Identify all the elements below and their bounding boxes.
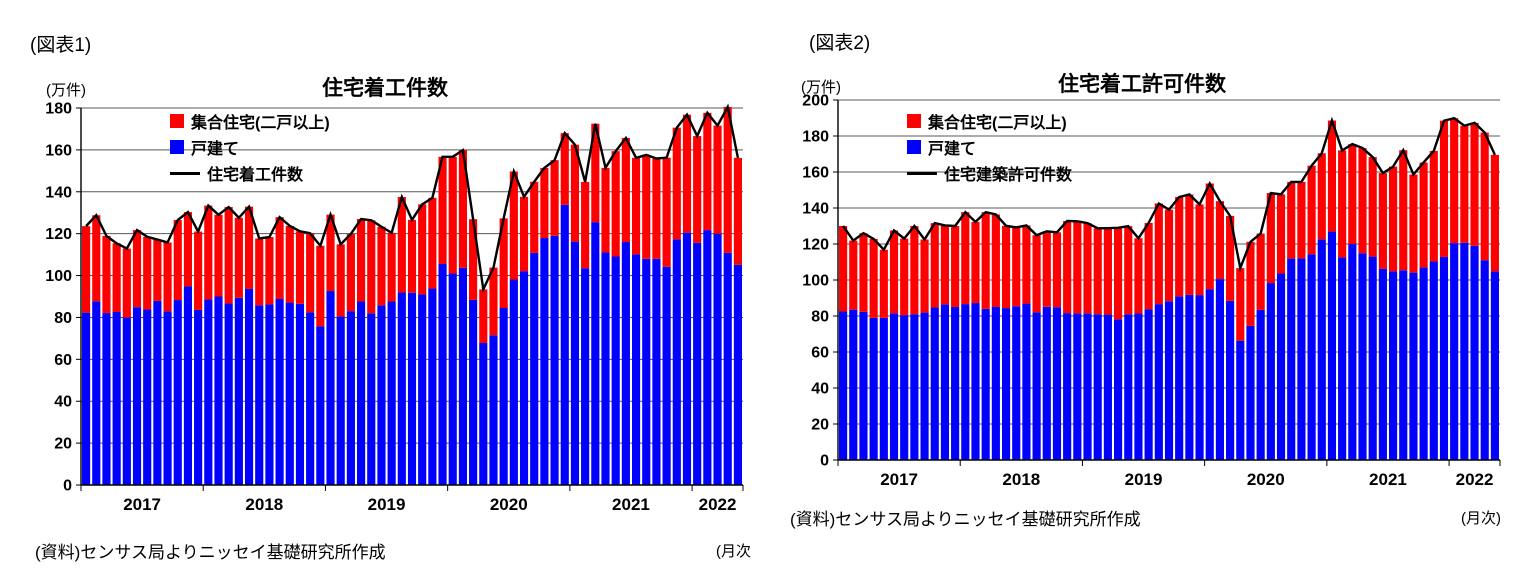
axes: [80, 108, 743, 486]
legend: 集合住宅(二戸以上) 戸建て 住宅建築許可件数: [907, 108, 1072, 186]
total-line-swatch-icon: [170, 171, 200, 175]
bars-single-family: [839, 231, 1499, 460]
svg-text:80: 80: [811, 309, 829, 326]
svg-text:2021: 2021: [612, 495, 650, 514]
legend-item-total-line: 住宅建築許可件数: [907, 160, 1072, 186]
svg-text:2021: 2021: [1369, 470, 1407, 489]
svg-text:2018: 2018: [245, 495, 283, 514]
svg-text:2017: 2017: [123, 495, 161, 514]
legend-label-multi-family: 集合住宅(二戸以上): [928, 115, 1067, 132]
figure-label-2: (図表2): [809, 33, 871, 54]
legend-label-total-line: 住宅着工件数: [207, 167, 304, 184]
legend-label-single-family: 戸建て: [928, 141, 977, 158]
svg-text:2022: 2022: [699, 495, 737, 514]
legend: 集合住宅(二戸以上) 戸建て 住宅着工件数: [170, 108, 330, 186]
svg-text:2019: 2019: [1125, 470, 1163, 489]
svg-text:140: 140: [45, 184, 72, 201]
multi-family-swatch-icon: [907, 114, 921, 128]
figure-label-1: (図表1): [30, 35, 92, 56]
bars-multi-family: [839, 118, 1499, 341]
svg-text:2020: 2020: [490, 495, 528, 514]
y-axis-unit-label: (万件): [801, 79, 841, 96]
svg-text:180: 180: [802, 129, 829, 146]
svg-text:100: 100: [45, 268, 72, 285]
legend-item-multi-family: 集合住宅(二戸以上): [907, 108, 1072, 134]
svg-text:200: 200: [802, 93, 829, 110]
legend-item-total-line: 住宅着工件数: [170, 160, 330, 186]
bars-multi-family: [82, 106, 742, 343]
bars-single-family: [82, 204, 742, 485]
total-line: [842, 116, 1497, 273]
svg-text:120: 120: [802, 237, 829, 254]
frequency-label: (月次): [1461, 510, 1501, 527]
housing-starts-chart: 0 20 40 60 80 100 120 140 160 180 2017 2018 2019 2020…: [45, 101, 744, 514]
legend-label-single-family: 戸建て: [191, 141, 240, 158]
source-note: (資料)センサス局よりニッセイ基礎研究所作成: [790, 510, 1141, 529]
panel-housing-starts: (図表1) 住宅着工件数 (万件) 0 20 40 60 80 100 120 140 160 1…: [0, 0, 757, 582]
source-note: (資料)センサス局よりニッセイ基礎研究所作成: [35, 543, 386, 562]
svg-text:60: 60: [54, 352, 72, 369]
svg-text:2022: 2022: [1456, 470, 1494, 489]
legend-item-single-family: 戸建て: [907, 134, 1072, 160]
single-family-swatch-icon: [170, 140, 184, 154]
single-family-swatch-icon: [907, 140, 921, 154]
svg-text:80: 80: [54, 310, 72, 327]
svg-text:160: 160: [45, 142, 72, 159]
svg-text:2019: 2019: [368, 495, 406, 514]
svg-text:180: 180: [45, 101, 72, 118]
svg-text:40: 40: [811, 381, 829, 398]
frequency-label: (月次: [716, 543, 751, 560]
y-axis-ticks: 0 20 40 60 80 100 120 140 160 180: [45, 101, 81, 495]
svg-text:2020: 2020: [1247, 470, 1285, 489]
svg-text:140: 140: [802, 201, 829, 218]
housing-starts-title: 住宅着工件数: [322, 77, 448, 100]
y-axis-unit-label: (万件): [46, 82, 86, 99]
legend-label-total-line: 住宅建築許可件数: [944, 167, 1073, 184]
x-axis-ticks: 2017 2018 2019 2020 2021 2022: [837, 460, 1501, 489]
svg-text:0: 0: [820, 453, 829, 470]
svg-text:0: 0: [63, 478, 72, 495]
svg-text:2018: 2018: [1002, 470, 1040, 489]
svg-text:100: 100: [802, 273, 829, 290]
panel-housing-permits: (図表2) 住宅着工許可件数 (万件) 0 20 40 60 80 100 120 140 16…: [757, 0, 1515, 582]
svg-text:20: 20: [54, 436, 72, 453]
y-axis-ticks: 0 20 40 60 80 100 120 140 160 180 200: [802, 93, 838, 470]
housing-permits-title: 住宅着工許可件数: [1058, 73, 1226, 96]
svg-text:120: 120: [45, 226, 72, 243]
svg-text:160: 160: [802, 165, 829, 182]
total-line: [85, 103, 740, 294]
svg-text:40: 40: [54, 394, 72, 411]
multi-family-swatch-icon: [170, 114, 184, 128]
legend-item-multi-family: 集合住宅(二戸以上): [170, 108, 330, 134]
svg-text:20: 20: [811, 417, 829, 434]
legend-label-multi-family: 集合住宅(二戸以上): [191, 115, 330, 132]
x-axis-ticks: 2017 2018 2019 2020 2021 2022: [80, 485, 744, 514]
svg-text:60: 60: [811, 345, 829, 362]
legend-item-single-family: 戸建て: [170, 134, 330, 160]
total-line-swatch-icon: [907, 171, 937, 175]
svg-text:2017: 2017: [880, 470, 918, 489]
